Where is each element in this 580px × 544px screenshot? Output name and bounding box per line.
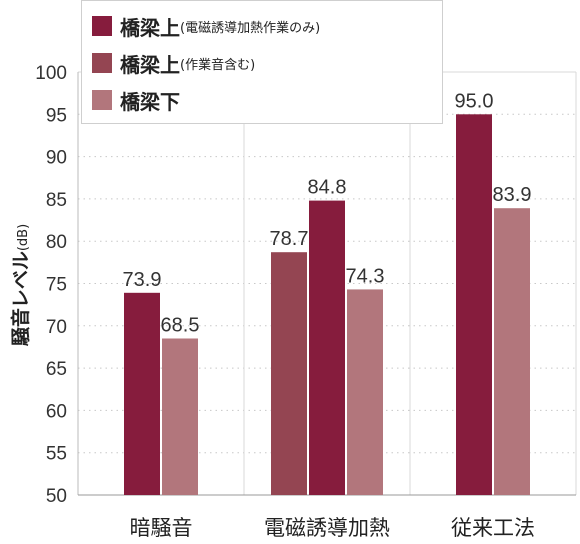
y-tick-label: 80 <box>46 232 67 253</box>
y-axis-title: 騒音レベル(dB) <box>9 224 32 346</box>
legend-label-sub: (電磁誘導加熱作業のみ) <box>180 20 321 36</box>
y-tick-label: 65 <box>46 359 67 380</box>
category-label: 暗騒音 <box>130 516 193 540</box>
data-label: 78.7 <box>270 228 309 250</box>
y-axis-label-main: 騒音レベル <box>9 251 32 346</box>
legend-label-sub: (作業音含む) <box>180 57 256 73</box>
y-tick-label: 90 <box>46 148 67 169</box>
legend-swatch <box>92 53 112 73</box>
y-tick-label: 100 <box>35 63 67 84</box>
data-label: 83.9 <box>493 184 532 206</box>
y-axis-label-unit: (dB) <box>16 224 31 251</box>
data-label: 84.8 <box>308 177 347 199</box>
legend-item-under-bridge: 橋梁下 <box>92 83 180 117</box>
bar <box>162 338 198 495</box>
data-label: 95.0 <box>455 90 494 112</box>
data-labels: 73.9 68.5 78.7 84.8 74.3 95.0 83.9 <box>123 90 532 336</box>
data-label: 68.5 <box>161 314 200 336</box>
legend: 橋梁上 (電磁誘導加熱作業のみ) 橋梁上 (作業音含む) 橋梁下 <box>81 0 443 124</box>
data-label: 74.3 <box>346 265 385 287</box>
bar <box>347 289 383 495</box>
y-tick-label: 75 <box>46 275 67 296</box>
bars <box>124 114 530 496</box>
data-label: 73.9 <box>123 269 162 291</box>
bar <box>494 208 530 495</box>
y-axis-label: 騒音レベル(dB) <box>9 224 32 346</box>
legend-item-induction-only: 橋梁上 (電磁誘導加熱作業のみ) <box>92 9 320 43</box>
bar <box>309 200 345 496</box>
y-tick-label: 70 <box>46 317 67 338</box>
category-label: 電磁誘導加熱 <box>264 516 390 540</box>
legend-item-with-work-noise: 橋梁上 (作業音含む) <box>92 46 255 80</box>
legend-swatch <box>92 90 112 110</box>
y-tick-label: 85 <box>46 190 67 211</box>
bar <box>124 292 160 495</box>
legend-label-main: 橋梁上 <box>120 15 180 40</box>
y-tick-label: 60 <box>46 401 67 422</box>
y-tick-label: 55 <box>46 444 67 465</box>
y-tick-label: 50 <box>46 486 67 507</box>
bar <box>456 114 492 496</box>
legend-swatch <box>92 16 112 36</box>
bar <box>271 252 307 495</box>
legend-label-main: 橋梁上 <box>120 52 180 77</box>
y-tick-label: 95 <box>46 105 67 126</box>
legend-label-main: 橋梁下 <box>120 89 180 114</box>
category-label: 従来工法 <box>451 516 535 540</box>
